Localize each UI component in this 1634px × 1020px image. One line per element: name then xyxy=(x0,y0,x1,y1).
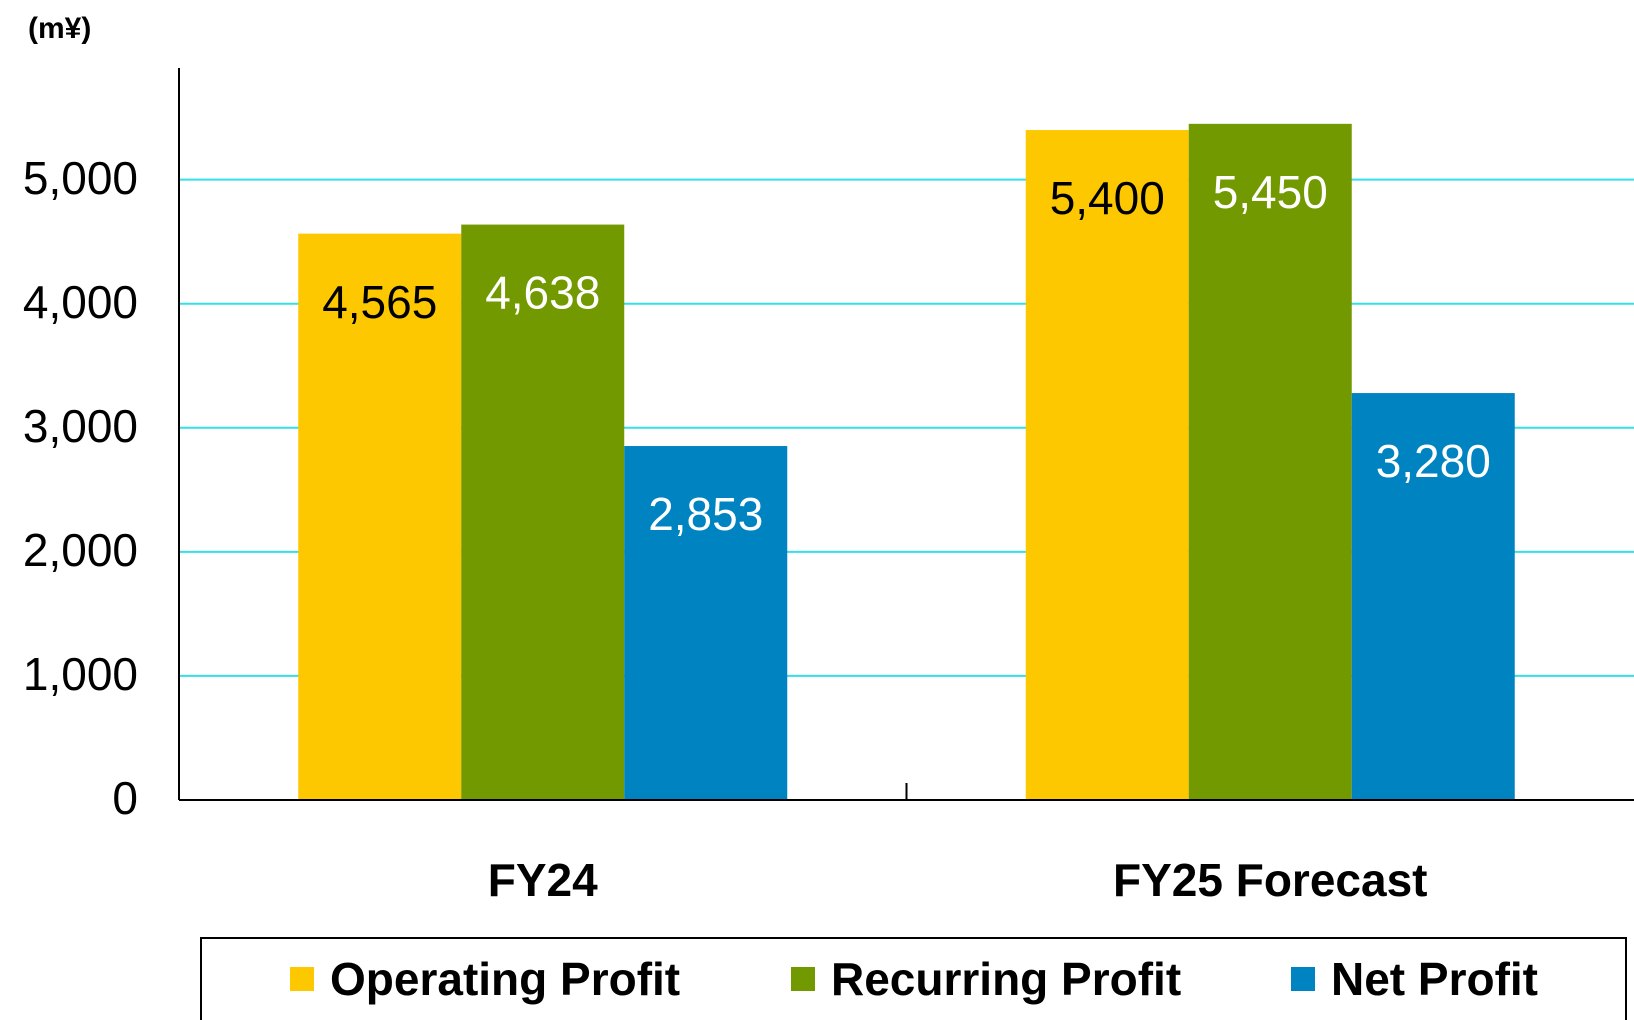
legend-label: Operating Profit xyxy=(330,953,680,1005)
y-tick-label: 3,000 xyxy=(23,400,138,452)
legend-swatch xyxy=(290,967,314,991)
value-label: 3,280 xyxy=(1376,435,1491,487)
y-tick-label: 5,000 xyxy=(23,152,138,204)
x-tick-label: FY24 xyxy=(488,854,598,906)
unit-label: (m¥) xyxy=(28,12,91,45)
y-tick-label: 1,000 xyxy=(23,648,138,700)
value-label: 4,638 xyxy=(485,267,600,319)
bar xyxy=(461,224,625,801)
value-label: 5,450 xyxy=(1213,166,1328,218)
bar xyxy=(624,446,788,800)
value-label: 2,853 xyxy=(648,488,763,540)
x-tick-label: FY25 Forecast xyxy=(1113,854,1427,906)
value-label: 4,565 xyxy=(322,276,437,328)
bar xyxy=(298,233,462,801)
legend-box xyxy=(200,937,1627,1020)
bar xyxy=(1188,123,1352,800)
bar xyxy=(1025,130,1189,800)
bar xyxy=(1351,393,1515,800)
legend-swatch xyxy=(791,967,815,991)
legend-swatch xyxy=(1291,967,1315,991)
y-tick-label: 4,000 xyxy=(23,276,138,328)
value-label: 5,400 xyxy=(1050,172,1165,224)
y-tick-label: 0 xyxy=(112,772,138,824)
legend-label: Recurring Profit xyxy=(831,953,1181,1005)
y-tick-label: 2,000 xyxy=(23,524,138,576)
legend-label: Net Profit xyxy=(1331,953,1538,1005)
